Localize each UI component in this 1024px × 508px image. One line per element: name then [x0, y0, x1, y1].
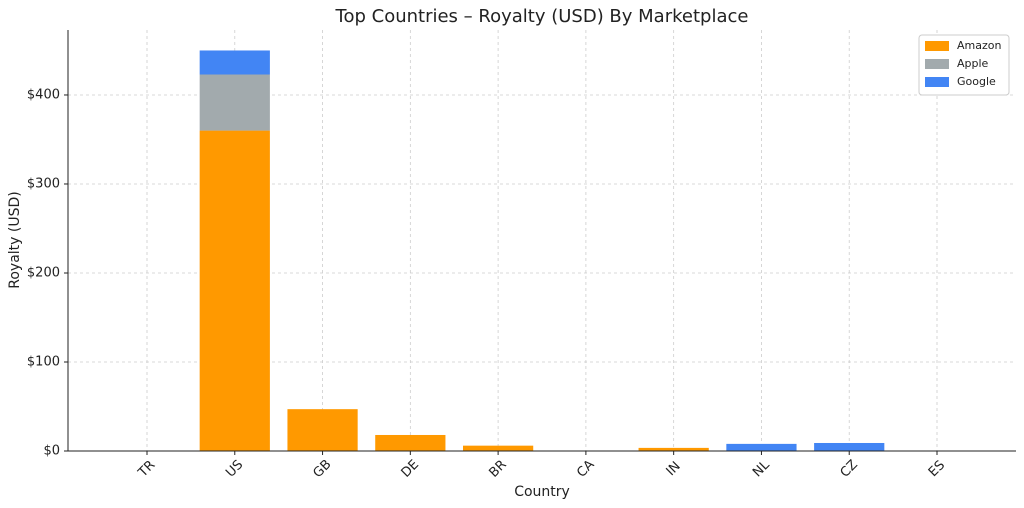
bar-segment — [638, 447, 709, 451]
y-tick-label: $200 — [27, 265, 60, 280]
x-tick-label: TR — [135, 458, 158, 481]
bar-segment — [287, 409, 358, 451]
y-tick-label: $300 — [27, 176, 60, 191]
legend-label: Apple — [957, 57, 989, 70]
x-tick-label: CZ — [838, 457, 861, 480]
x-tick-label: IN — [664, 459, 684, 479]
x-tick-label: US — [223, 457, 246, 480]
x-tick-label: GB — [311, 457, 335, 481]
legend-label: Amazon — [957, 39, 1001, 52]
bar-segment — [814, 442, 885, 451]
legend-label: Google — [957, 75, 996, 88]
legend-swatch — [925, 41, 949, 51]
x-tick-label: NL — [750, 457, 773, 480]
bar-segment — [375, 434, 446, 451]
y-axis-label: Royalty (USD) — [7, 191, 23, 288]
legend-swatch — [925, 59, 949, 69]
y-tick-label: $0 — [43, 444, 60, 459]
bar-segment — [199, 130, 270, 452]
legend-swatch — [925, 77, 949, 87]
y-tick-label: $100 — [27, 354, 60, 369]
x-tick-label: DE — [399, 457, 423, 481]
x-tick-label: BR — [486, 457, 509, 480]
chart-title: Top Countries – Royalty (USD) By Marketp… — [335, 6, 749, 27]
x-tick-label: ES — [926, 458, 948, 480]
bar-segment — [199, 50, 270, 75]
bar-segment — [726, 443, 797, 451]
x-axis-label: Country — [514, 484, 570, 500]
y-tick-label: $400 — [27, 87, 60, 102]
bar-segment — [463, 445, 534, 451]
x-tick-label: CA — [574, 457, 597, 480]
bar-segment — [199, 74, 270, 131]
